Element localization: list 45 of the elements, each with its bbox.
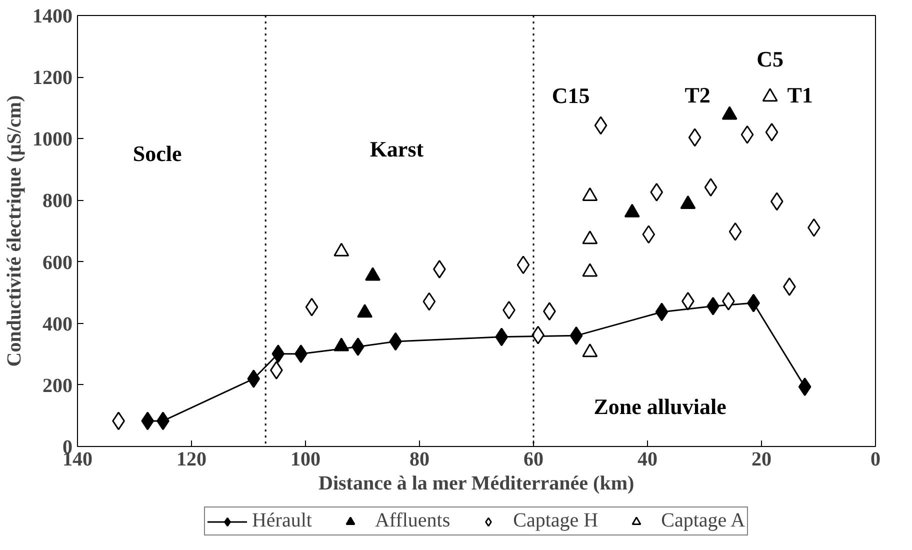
point: [765, 122, 778, 142]
point: [798, 378, 812, 396]
y-axis-title: Conductivité électrique (µS/cm): [4, 95, 26, 367]
point: [770, 192, 784, 211]
annotation: C15: [552, 82, 590, 108]
point: [688, 128, 702, 147]
x-tick-label: 60: [524, 448, 544, 470]
legend-label: Hérault: [252, 510, 312, 532]
y-tick-label: 1400: [32, 6, 72, 28]
point: [272, 344, 285, 364]
annotation: Karst: [370, 136, 424, 162]
point: [594, 116, 608, 135]
point: [305, 298, 318, 316]
point: [655, 302, 668, 322]
x-axis-title: Distance à la mer Méditerranée (km): [318, 472, 634, 494]
point: [740, 125, 754, 144]
point: [516, 256, 530, 274]
x-tick-label: 20: [752, 448, 772, 470]
x-tick-label: 80: [410, 448, 430, 470]
point: [642, 225, 656, 244]
point: [704, 178, 718, 197]
legend-label: Captage H: [513, 510, 598, 532]
annotation: C5: [756, 46, 784, 72]
y-tick-label: 600: [42, 252, 72, 274]
legend-label: Affluents: [374, 510, 450, 532]
x-tick-label: 40: [638, 448, 658, 470]
y-tick-label: 1200: [32, 67, 72, 90]
point: [728, 222, 742, 241]
x-tick-label: 0: [870, 448, 880, 470]
y-tick-label: 800: [42, 190, 72, 212]
y-tick-label: 400: [42, 313, 72, 336]
annotation: T1: [787, 82, 813, 108]
point: [570, 326, 583, 345]
point: [247, 370, 260, 388]
point: [422, 292, 436, 311]
annotation: Socle: [132, 140, 182, 166]
y-tick-label: 1000: [32, 128, 72, 151]
annotation: Zone alluviale: [594, 394, 727, 419]
x-tick-label: 100: [290, 448, 320, 470]
x-tick-label: 120: [176, 448, 206, 470]
point: [141, 412, 154, 430]
point: [650, 182, 664, 202]
annotation: T2: [684, 82, 710, 108]
y-tick-label: 200: [42, 374, 72, 397]
legend-label: Captage A: [661, 510, 746, 532]
